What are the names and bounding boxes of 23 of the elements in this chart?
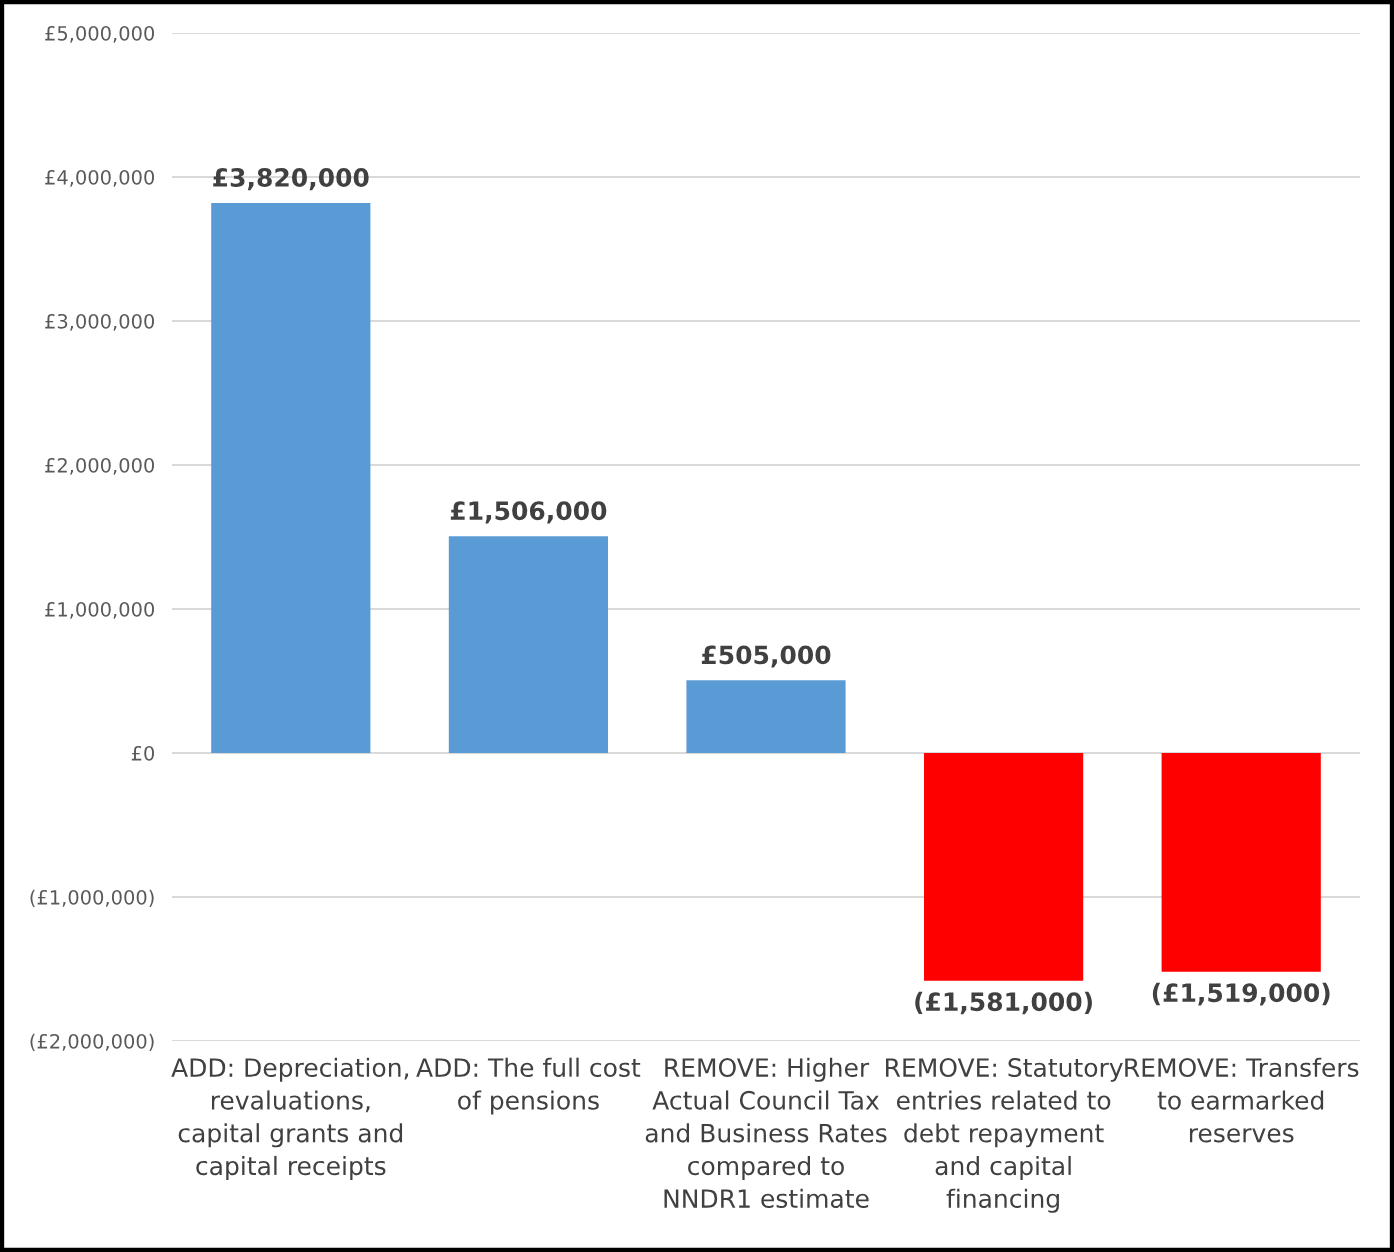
x-tick-label: REMOVE: Transfers to earmarked reserves <box>1125 1057 1359 1143</box>
bar <box>1161 753 1321 972</box>
y-tick-label: £5,000,000 <box>45 25 155 43</box>
bar <box>448 536 608 753</box>
y-tick-label: £4,000,000 <box>45 169 155 187</box>
y-tick-label: £3,000,000 <box>45 313 155 331</box>
data-label: (£1,519,000) <box>1152 982 1330 1006</box>
y-tick-label: £2,000,000 <box>45 457 155 475</box>
data-label: (£1,581,000) <box>915 991 1092 1015</box>
bar <box>686 680 846 753</box>
x-tick-label: REMOVE: Higher Actual Council Tax and Business Rates compared to NNDR1 estimate <box>645 1057 887 1208</box>
bar <box>924 753 1084 981</box>
data-label: £505,000 <box>701 645 831 668</box>
y-tick-label: (£1,000,000) <box>30 889 154 907</box>
x-tick-label: ADD: Depreciation, revaluations, capital grants and capital receipts <box>171 1057 409 1181</box>
x-tick-label: REMOVE: Statutory entries related to debt repayment and capital financing <box>886 1058 1123 1213</box>
y-tick-label: £0 <box>131 745 155 761</box>
x-tick-label: ADD: The full cost of pensions <box>416 1057 641 1115</box>
data-label: £3,820,000 <box>213 168 369 191</box>
bar <box>211 202 371 753</box>
y-tick-label: (£2,000,000) <box>30 1033 154 1051</box>
y-tick-label: £1,000,000 <box>45 601 155 619</box>
data-label: £1,506,000 <box>450 501 607 524</box>
